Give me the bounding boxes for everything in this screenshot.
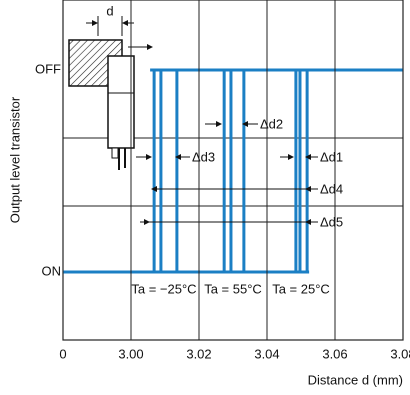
annotation: Δd3 [192, 149, 215, 164]
annotation: Δd5 [320, 214, 343, 229]
x-tick-label: 3.00 [118, 346, 143, 361]
legend-label: Ta = −25°C [131, 281, 196, 296]
annotation: d [106, 3, 113, 18]
delta-arrows [136, 121, 318, 225]
annotation: Δd1 [320, 149, 343, 164]
marks [63, 68, 403, 274]
x-tick-label: 3.08 [390, 346, 410, 361]
annotation: Δd2 [260, 116, 283, 131]
x-tick-label: 3.06 [322, 346, 347, 361]
annotation: Δd4 [320, 181, 343, 196]
x-tick-label: 3.02 [186, 346, 211, 361]
sensor-icon [68, 16, 153, 170]
y-tick-label: OFF [35, 61, 61, 76]
x-tick-label: 0 [59, 346, 66, 361]
y-axis-title: Output level transistor [7, 96, 22, 223]
legend-label: Ta = 25°C [272, 281, 330, 296]
legend-label: Ta = 55°C [204, 281, 262, 296]
y-tick-label: ON [42, 263, 62, 278]
x-axis-title: Distance d (mm) [308, 372, 403, 387]
x-tick-label: 3.04 [254, 346, 279, 361]
